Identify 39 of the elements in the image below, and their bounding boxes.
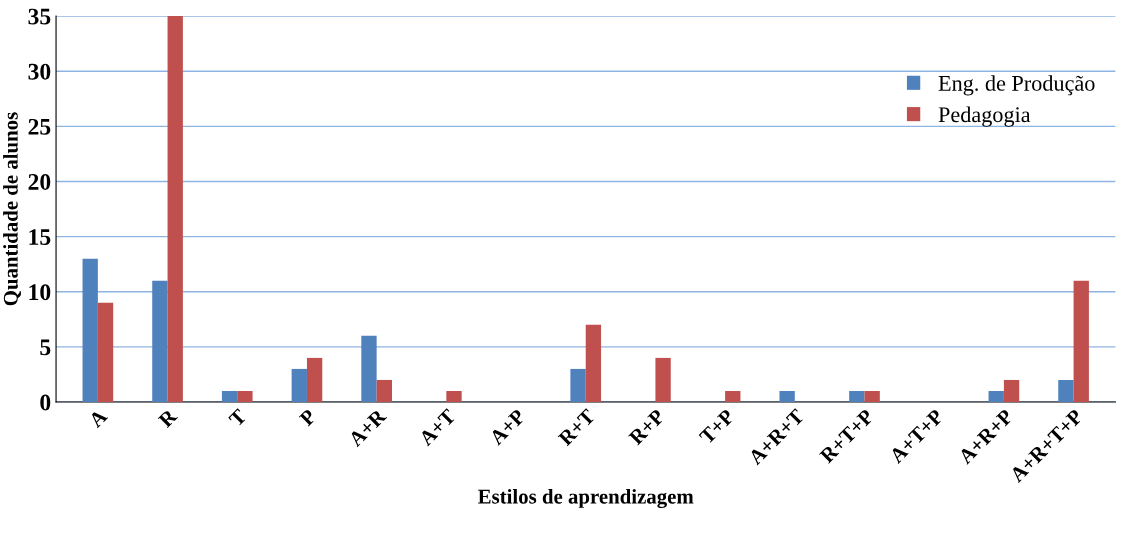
bar xyxy=(988,390,1004,402)
bar xyxy=(585,324,602,402)
y-tick-label: 10 xyxy=(29,284,51,301)
y-tick-label: 30 xyxy=(28,63,51,80)
bar xyxy=(1073,280,1089,402)
bar xyxy=(446,390,462,402)
bar xyxy=(152,280,168,402)
bar xyxy=(361,335,377,402)
bar xyxy=(306,357,323,402)
legend-label: Eng. de Produção xyxy=(938,75,1095,96)
bar xyxy=(570,368,586,402)
x-tick-label: A xyxy=(87,408,108,429)
bar xyxy=(725,390,741,402)
bar xyxy=(655,357,671,402)
x-axis-title: Estilos de aprendizagem xyxy=(478,488,694,509)
bar xyxy=(237,390,253,402)
y-tick-label: 5 xyxy=(40,339,51,356)
bar xyxy=(849,390,865,402)
y-axis-title: Quantidade de alunos xyxy=(3,112,21,306)
bar xyxy=(1058,379,1074,402)
bar xyxy=(97,302,114,402)
y-tick-label: 15 xyxy=(29,229,51,246)
bar xyxy=(167,16,183,402)
bar xyxy=(779,390,795,402)
bar xyxy=(82,258,98,402)
bar xyxy=(376,379,392,402)
x-tick-label: R xyxy=(157,408,178,429)
bar xyxy=(291,368,307,402)
bar xyxy=(1003,379,1020,402)
y-tick-label: 35 xyxy=(28,8,51,25)
y-tick-label: 25 xyxy=(28,118,51,135)
bar xyxy=(221,390,238,402)
y-tick-label: 20 xyxy=(28,173,51,190)
x-tick-label: T xyxy=(228,408,248,428)
x-tick-label: T+P xyxy=(698,408,735,445)
x-tick-label: P xyxy=(298,408,317,427)
bar xyxy=(864,390,880,402)
y-tick-label: 0 xyxy=(40,394,51,411)
legend-label: Pedagogia xyxy=(938,106,1031,127)
